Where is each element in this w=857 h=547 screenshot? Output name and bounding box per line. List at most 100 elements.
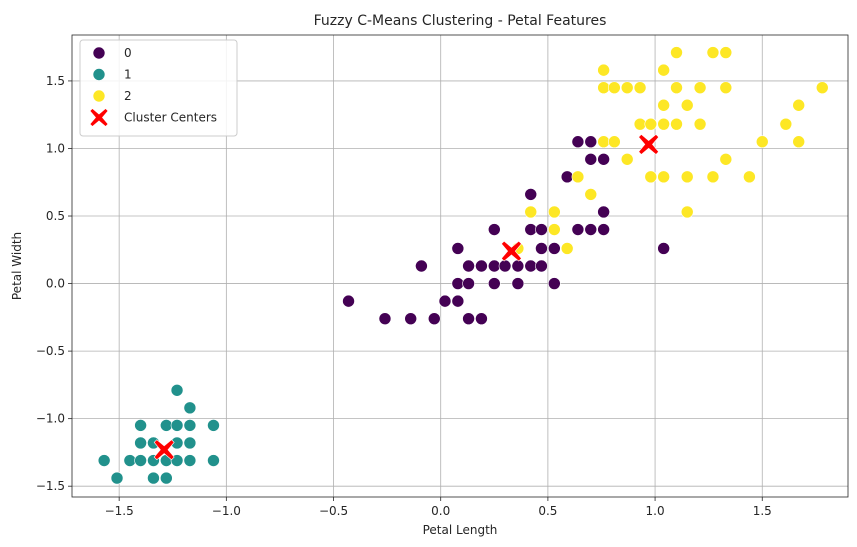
data-point-cluster-2 — [719, 81, 733, 94]
data-point-cluster-2 — [548, 205, 561, 219]
legend-label: 2 — [124, 89, 132, 103]
data-point-cluster-2 — [719, 152, 733, 166]
data-point-cluster-0 — [487, 277, 501, 290]
data-point-cluster-0 — [511, 259, 525, 273]
legend-marker-cluster-centers — [89, 108, 109, 127]
data-point-cluster-0 — [560, 170, 574, 184]
x-tick-label: 1.0 — [646, 504, 665, 518]
cluster-center-marker — [501, 240, 522, 262]
cluster-center-marker — [638, 134, 660, 155]
data-point-cluster-1 — [134, 436, 147, 450]
data-point-cluster-0 — [597, 223, 610, 236]
data-point-cluster-0 — [427, 312, 441, 325]
data-point-cluster-0 — [487, 223, 501, 236]
data-point-cluster-2 — [620, 152, 634, 166]
data-point-cluster-2 — [657, 98, 670, 112]
data-point-cluster-1 — [160, 471, 173, 485]
data-point-cluster-2 — [644, 117, 658, 131]
axis-ticks: −1.5 −1.0 −0.5 0.0 0.5 1.0 1.5 −1.5 −1.0 −0.5 0.0 0… — [36, 74, 772, 518]
data-point-cluster-2 — [657, 117, 670, 131]
y-tick-label: −1.5 — [36, 479, 65, 493]
data-point-cluster-2 — [597, 63, 610, 77]
data-point-cluster-2 — [693, 117, 707, 131]
x-tick-label: −0.5 — [319, 504, 348, 518]
data-point-cluster-1 — [183, 419, 197, 432]
data-point-cluster-0 — [511, 277, 525, 290]
data-point-cluster-2 — [706, 170, 720, 184]
data-point-cluster-1 — [183, 436, 197, 450]
data-point-cluster-0 — [535, 242, 548, 255]
data-point-cluster-0 — [451, 294, 465, 308]
data-point-cluster-2 — [670, 117, 683, 131]
cluster-centers — [153, 134, 660, 461]
data-point-cluster-2 — [597, 81, 610, 94]
data-point-cluster-2 — [584, 188, 598, 201]
data-point-cluster-2 — [560, 242, 574, 255]
legend-marker-1 — [92, 68, 106, 81]
x-tick-label: −1.5 — [105, 504, 134, 518]
data-point-cluster-0 — [462, 312, 475, 325]
data-point-cluster-0 — [487, 259, 501, 273]
data-point-cluster-2 — [693, 81, 707, 94]
data-point-cluster-1 — [207, 454, 220, 467]
data-point-cluster-2 — [657, 63, 670, 77]
data-point-cluster-1 — [110, 471, 124, 485]
data-point-cluster-2 — [657, 170, 670, 184]
data-point-cluster-1 — [170, 383, 184, 397]
data-point-cluster-0 — [524, 259, 538, 273]
x-tick-label: 1.5 — [753, 504, 772, 518]
data-point-cluster-2 — [633, 81, 647, 94]
data-point-cluster-0 — [451, 277, 465, 290]
data-point-cluster-1 — [147, 471, 160, 485]
data-point-cluster-2 — [680, 98, 694, 112]
data-point-cluster-2 — [680, 170, 694, 184]
data-point-cluster-0 — [438, 294, 452, 308]
x-tick-label: −1.0 — [212, 504, 241, 518]
legend-label: 0 — [124, 46, 132, 60]
data-point-cluster-0 — [657, 242, 670, 255]
data-point-cluster-2 — [815, 81, 829, 94]
legend-label: 1 — [124, 68, 132, 82]
plot-area-frame — [71, 34, 849, 498]
data-point-cluster-2 — [597, 135, 610, 149]
legend-marker-0 — [92, 46, 106, 60]
legend-label: Cluster Centers — [124, 111, 217, 125]
data-point-cluster-0 — [584, 135, 598, 149]
y-tick-label: 1.0 — [46, 141, 65, 155]
data-point-cluster-2 — [706, 46, 720, 59]
data-point-cluster-2 — [633, 117, 647, 131]
data-point-cluster-0 — [584, 223, 598, 236]
data-point-cluster-1 — [134, 419, 147, 432]
data-point-cluster-1 — [170, 419, 184, 432]
data-point-cluster-1 — [183, 454, 197, 467]
data-point-cluster-2 — [670, 81, 683, 94]
x-tick-label: 0.0 — [431, 504, 450, 518]
data-point-cluster-0 — [475, 312, 488, 325]
data-point-cluster-1 — [134, 454, 147, 467]
cluster-center-marker — [153, 439, 175, 461]
data-point-cluster-2 — [792, 135, 805, 149]
data-point-cluster-0 — [378, 312, 392, 325]
data-point-cluster-0 — [535, 259, 548, 273]
data-point-cluster-2 — [719, 46, 733, 59]
y-axis-label: Petal Width — [10, 232, 24, 300]
data-point-cluster-2 — [644, 170, 658, 184]
data-point-cluster-1 — [207, 419, 220, 432]
data-point-cluster-0 — [462, 277, 475, 290]
data-point-cluster-0 — [462, 259, 475, 273]
data-point-cluster-0 — [415, 259, 428, 273]
grid — [72, 35, 848, 497]
data-point-cluster-0 — [584, 152, 598, 166]
data-point-cluster-2 — [792, 98, 805, 112]
data-point-cluster-0 — [571, 223, 585, 236]
data-point-cluster-0 — [548, 277, 561, 290]
data-point-cluster-2 — [755, 135, 769, 149]
data-point-cluster-2 — [620, 81, 634, 94]
data-point-cluster-0 — [475, 259, 488, 273]
data-point-cluster-2 — [548, 223, 561, 236]
data-point-cluster-2 — [608, 81, 621, 94]
data-point-cluster-1 — [123, 454, 137, 467]
data-point-cluster-2 — [779, 117, 793, 131]
data-point-cluster-2 — [670, 46, 683, 59]
data-point-cluster-0 — [548, 242, 561, 255]
